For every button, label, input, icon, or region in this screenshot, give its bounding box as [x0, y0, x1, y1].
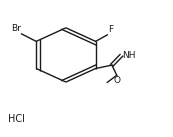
Text: Br: Br — [11, 24, 21, 33]
Text: NH: NH — [122, 51, 136, 60]
Text: O: O — [114, 76, 121, 85]
Text: HCl: HCl — [8, 114, 24, 124]
Text: F: F — [108, 25, 113, 34]
